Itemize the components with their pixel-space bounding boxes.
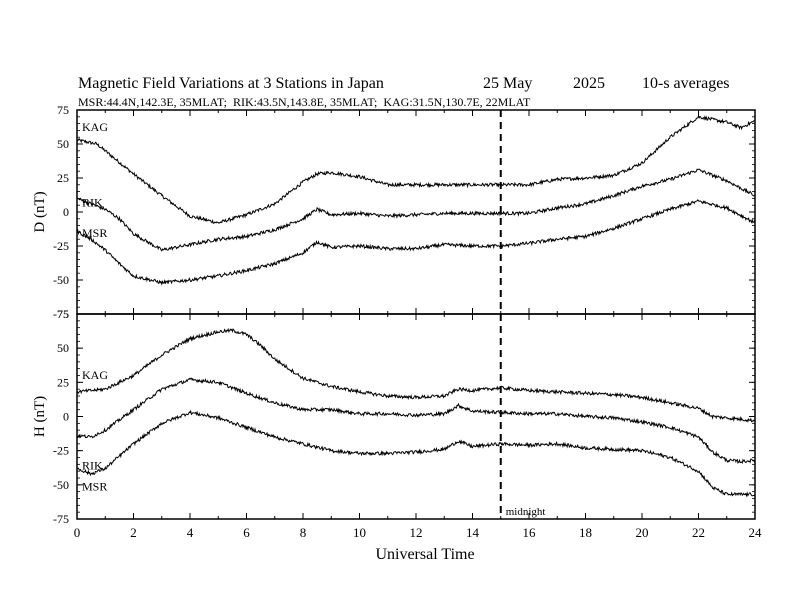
y-tick-label: 50 — [57, 137, 69, 151]
x-tick-label: 22 — [692, 525, 705, 540]
y-tick-label: 50 — [57, 341, 69, 355]
x-tick-label: 16 — [523, 525, 537, 540]
y-tick-label: -25 — [53, 444, 69, 458]
stations-info: MSR:44.4N,142.3E, 35MLAT; RIK:43.5N,143.… — [78, 95, 531, 109]
series-line-msr-top — [76, 199, 756, 286]
series-label-msr: MSR — [82, 226, 107, 240]
x-tick-label: 6 — [243, 525, 250, 540]
series-line-kag-bottom — [76, 327, 756, 423]
series-label-kag: KAG — [82, 120, 108, 134]
y-tick-label: -75 — [53, 512, 69, 526]
y-tick-label: -25 — [53, 239, 69, 253]
chart-date: 25 May — [483, 75, 532, 92]
series-label-msr: MSR — [82, 479, 107, 493]
x-tick-label: 24 — [749, 525, 763, 540]
chart-averaging: 10-s averages — [642, 75, 730, 92]
series-label-rik: RIK — [82, 195, 103, 209]
series-line-rik-top — [76, 168, 756, 252]
plot-frame-top — [76, 109, 756, 315]
x-tick-label: 12 — [410, 525, 423, 540]
midnight-label: midnight — [506, 506, 546, 518]
y-tick-label: 0 — [63, 410, 69, 424]
x-tick-label: 0 — [74, 525, 81, 540]
y-tick-label: -50 — [53, 273, 69, 287]
x-tick-label: 8 — [300, 525, 307, 540]
x-tick-label: 10 — [353, 525, 366, 540]
y-tick-label: 0 — [63, 205, 69, 219]
series-label-kag: KAG — [82, 368, 108, 382]
series-label-rik: RIK — [82, 459, 103, 473]
y-tick-label: 25 — [57, 375, 69, 389]
chart-title: Magnetic Field Variations at 3 Stations … — [78, 75, 384, 92]
y-tick-label: -75 — [53, 307, 69, 321]
chart-panels: 75 50 25 0 -25 -50 -75 D (nT) KAG RIK MSR 75 50 25 0 -2… — [32, 103, 762, 540]
y-tick-label: 75 — [57, 103, 69, 117]
x-axis-label: Universal Time — [375, 546, 474, 563]
x-tick-label: 4 — [187, 525, 194, 540]
series-line-kag-top — [76, 114, 756, 224]
x-tick-label: 2 — [130, 525, 137, 540]
x-tick-label: 14 — [466, 525, 480, 540]
chart-year: 2025 — [573, 75, 605, 92]
x-tick-label: 18 — [579, 525, 592, 540]
y-tick-label: -50 — [53, 478, 69, 492]
series-line-rik-bottom — [76, 377, 756, 465]
y-tick-label: 75 — [57, 307, 69, 321]
y-axis-label-top: D (nT) — [32, 191, 48, 232]
series-line-msr-bottom — [76, 409, 756, 498]
y-tick-label: 25 — [57, 171, 69, 185]
y-axis-label-bottom: H (nT) — [32, 396, 48, 437]
x-tick-label: 20 — [636, 525, 649, 540]
